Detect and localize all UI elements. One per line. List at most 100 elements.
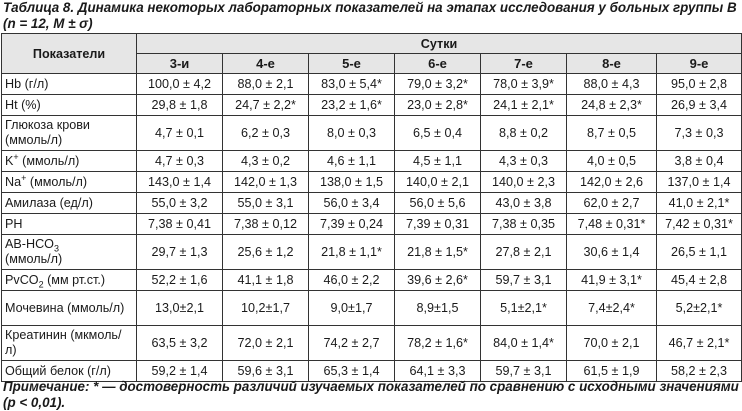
table-cell: 8,7 ± 0,5 <box>566 115 657 151</box>
row-label: Мочевина (ммоль/л) <box>1 290 137 326</box>
table-row: PvCO2 (мм рт.ст.) 52,2 ± 1,6 41,1 ± 1,8 … <box>1 269 742 291</box>
table-cell: 4,3 ± 0,3 <box>480 150 567 172</box>
day-header: 9-е <box>655 53 742 74</box>
label-rest: (ммоль/л) <box>18 153 80 168</box>
day-header: 3-и <box>136 53 223 74</box>
table-cell: 7,39 ± 0,24 <box>308 213 395 235</box>
table-row: Мочевина (ммоль/л) 13,0±2,1 10,2±1,7 9,0… <box>1 290 742 326</box>
table-cell: 55,0 ± 3,2 <box>136 192 223 214</box>
label-superscript: + <box>13 151 19 162</box>
footnote-text: * — достоверность различий изучаемых пок… <box>3 379 739 410</box>
table-cell: 88,0 ± 2,1 <box>222 73 309 95</box>
label-main: AB-HCO <box>5 237 54 251</box>
table-cell: 7,38 ± 0,35 <box>480 213 567 235</box>
row-label: K+ (ммоль/л) <box>1 150 137 172</box>
table-row: Ht (%) 29,8 ± 1,8 24,7 ± 2,2* 23,2 ± 1,6… <box>1 94 742 116</box>
table-cell: 25,6 ± 1,2 <box>222 234 309 270</box>
table-row: AB-HCO3 (ммоль/л) 29,7 ± 1,3 25,6 ± 1,2 2… <box>1 234 742 270</box>
table-cell: 45,4 ± 2,8 <box>655 269 742 291</box>
table-cell: 27,8 ± 2,1 <box>480 234 567 270</box>
table-cell: 41,9 ± 3,1* <box>566 269 657 291</box>
table-cell: 26,5 ± 1,1 <box>655 234 742 270</box>
table-cell: 70,0 ± 2,1 <box>566 325 657 361</box>
table-cell: 142,0 ± 1,3 <box>222 171 309 193</box>
table-cell: 58,2 ± 2,3 <box>655 360 742 382</box>
table-cell: 13,0±2,1 <box>136 290 223 326</box>
table-cell: 7,4±2,4* <box>566 290 657 326</box>
table-cell: 8,8 ± 0,2 <box>480 115 567 151</box>
table-cell: 63,5 ± 3,2 <box>136 325 223 361</box>
row-label: Амилаза (ед/л) <box>1 192 137 214</box>
table-cell: 52,2 ± 1,6 <box>136 269 223 291</box>
table-cell: 41,0 ± 2,1* <box>655 192 742 214</box>
table-row: Hb (г/л) 100,0 ± 4,2 88,0 ± 2,1 83,0 ± 5… <box>1 73 742 95</box>
table-cell: 24,8 ± 2,3* <box>566 94 657 116</box>
day-header: 4-е <box>222 53 309 74</box>
table-cell: 43,0 ± 3,8 <box>480 192 567 214</box>
day-header: 7-е <box>480 53 567 74</box>
table-cell: 3,8 ± 0,4 <box>655 150 742 172</box>
label-rest: (мм рт.ст.) <box>43 272 106 287</box>
table-cell: 46,7 ± 2,1* <box>655 325 742 361</box>
table-cell: 59,7 ± 3,1 <box>480 269 567 291</box>
table-cell: 29,8 ± 1,8 <box>136 94 223 116</box>
row-label: Глюкоза крови (ммоль/л) <box>1 115 137 151</box>
row-label: Na+ (ммоль/л) <box>1 171 137 193</box>
table-cell: 4,7 ± 0,3 <box>136 150 223 172</box>
table-cell: 140,0 ± 2,3 <box>480 171 567 193</box>
table-footnote: Примечание: * — достоверность различий и… <box>3 379 739 410</box>
row-label: Общий белок (г/л) <box>1 360 137 382</box>
row-label: Ht (%) <box>1 94 137 116</box>
label-subscript: 2 <box>38 279 44 290</box>
table-cell: 10,2±1,7 <box>222 290 309 326</box>
row-label: Креатинин (мкмоль/л) <box>1 325 137 361</box>
table-row: Глюкоза крови (ммоль/л) 4,7 ± 0,1 6,2 ± … <box>1 115 742 151</box>
day-header: 5-е <box>308 53 395 74</box>
label-superscript: + <box>21 172 27 183</box>
table-cell: 74,2 ± 2,7 <box>308 325 395 361</box>
row-label: AB-HCO3 (ммоль/л) <box>1 234 137 270</box>
table-cell: 84,0 ± 1,4* <box>480 325 567 361</box>
table-cell: 7,42 ± 0,31* <box>655 213 742 235</box>
table-row: K+ (ммоль/л) 4,7 ± 0,3 4,3 ± 0,2 4,6 ± 1… <box>1 150 742 172</box>
table-cell: 88,0 ± 4,3 <box>566 73 657 95</box>
table-cell: 5,1±2,1* <box>480 290 567 326</box>
table-row: Креатинин (мкмоль/л) 63,5 ± 3,2 72,0 ± 2… <box>1 325 742 361</box>
table-cell: 4,3 ± 0,2 <box>222 150 309 172</box>
table-cell: 56,0 ± 3,4 <box>308 192 395 214</box>
day-header: 6-е <box>394 53 481 74</box>
label-subscript: 3 <box>53 243 59 254</box>
table-cell: 72,0 ± 2,1 <box>222 325 309 361</box>
table-cell: 7,39 ± 0,31 <box>394 213 481 235</box>
day-header: 8-е <box>566 53 657 74</box>
table-cell: 41,1 ± 1,8 <box>222 269 309 291</box>
table-cell: 62,0 ± 2,7 <box>566 192 657 214</box>
table-cell: 78,2 ± 1,6* <box>394 325 481 361</box>
table-cell: 143,0 ± 1,4 <box>136 171 223 193</box>
table-cell: 24,7 ± 2,2* <box>222 94 309 116</box>
table-cell: 4,0 ± 0,5 <box>566 150 657 172</box>
table-cell: 8,9±1,5 <box>394 290 481 326</box>
table-cell: 7,3 ± 0,3 <box>655 115 742 151</box>
table-cell: 59,2 ± 1,4 <box>136 360 223 382</box>
table-cell: 138,0 ± 1,5 <box>308 171 395 193</box>
label-main: Na <box>5 174 22 189</box>
table-cell: 140,0 ± 2,1 <box>394 171 481 193</box>
table-cell: 7,48 ± 0,31* <box>566 213 657 235</box>
table-cell: 95,0 ± 2,8 <box>655 73 742 95</box>
param-column-header: Показатели <box>1 33 137 74</box>
table-cell: 78,0 ± 3,9* <box>480 73 567 95</box>
table-cell: 100,0 ± 4,2 <box>136 73 223 95</box>
label-main: PvCO <box>5 272 39 287</box>
table-cell: 23,2 ± 1,6* <box>308 94 395 116</box>
table-cell: 56,0 ± 5,6 <box>394 192 481 214</box>
lab-results-table: Показатели Сутки 3-и 4-е 5-е 6-е 7-е 8-е… <box>1 33 742 382</box>
days-group-header: Сутки <box>135 33 742 54</box>
table-row: Общий белок (г/л) 59,2 ± 1,4 59,6 ± 3,1 … <box>1 360 742 382</box>
table-cell: 24,1 ± 2,1* <box>480 94 567 116</box>
table-cell: 55,0 ± 3,1 <box>222 192 309 214</box>
table-cell: 6,2 ± 0,3 <box>222 115 309 151</box>
table-cell: 29,7 ± 1,3 <box>136 234 223 270</box>
table-cell: 59,6 ± 3,1 <box>222 360 309 382</box>
table-cell: 4,7 ± 0,1 <box>136 115 223 151</box>
